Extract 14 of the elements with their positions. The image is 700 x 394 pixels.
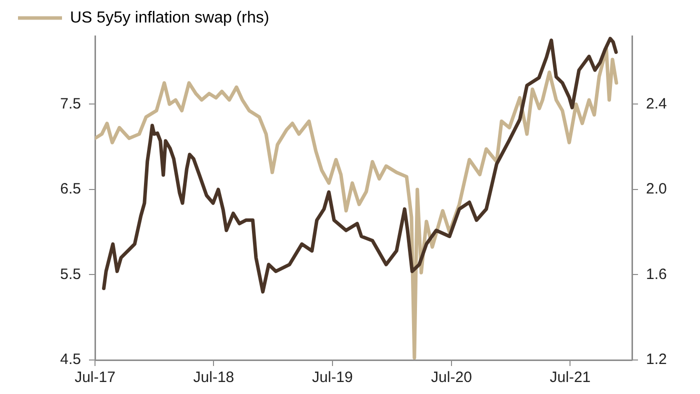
y2-tick-label: 1.2 (646, 351, 667, 368)
x-tick-label: Jul-20 (431, 369, 472, 386)
y2-tick-label: 2.0 (646, 180, 667, 198)
y2-tick-label: 1.6 (646, 266, 667, 283)
y-tick-label: 5.5 (60, 266, 81, 283)
legend-label: US 5y5y inflation swap (rhs) (70, 9, 270, 26)
x-tick-label: Jul-18 (193, 369, 234, 386)
x-tick-label: Jul-21 (550, 369, 591, 386)
y-tick-label: 7.5 (60, 95, 81, 112)
y2-tick-label: 2.4 (646, 95, 667, 112)
y-tick-label: 4.5 (60, 351, 81, 368)
y-tick-label: 6.5 (60, 180, 81, 198)
x-tick-label: Jul-19 (312, 369, 353, 386)
x-tick-label: Jul-17 (74, 369, 116, 386)
